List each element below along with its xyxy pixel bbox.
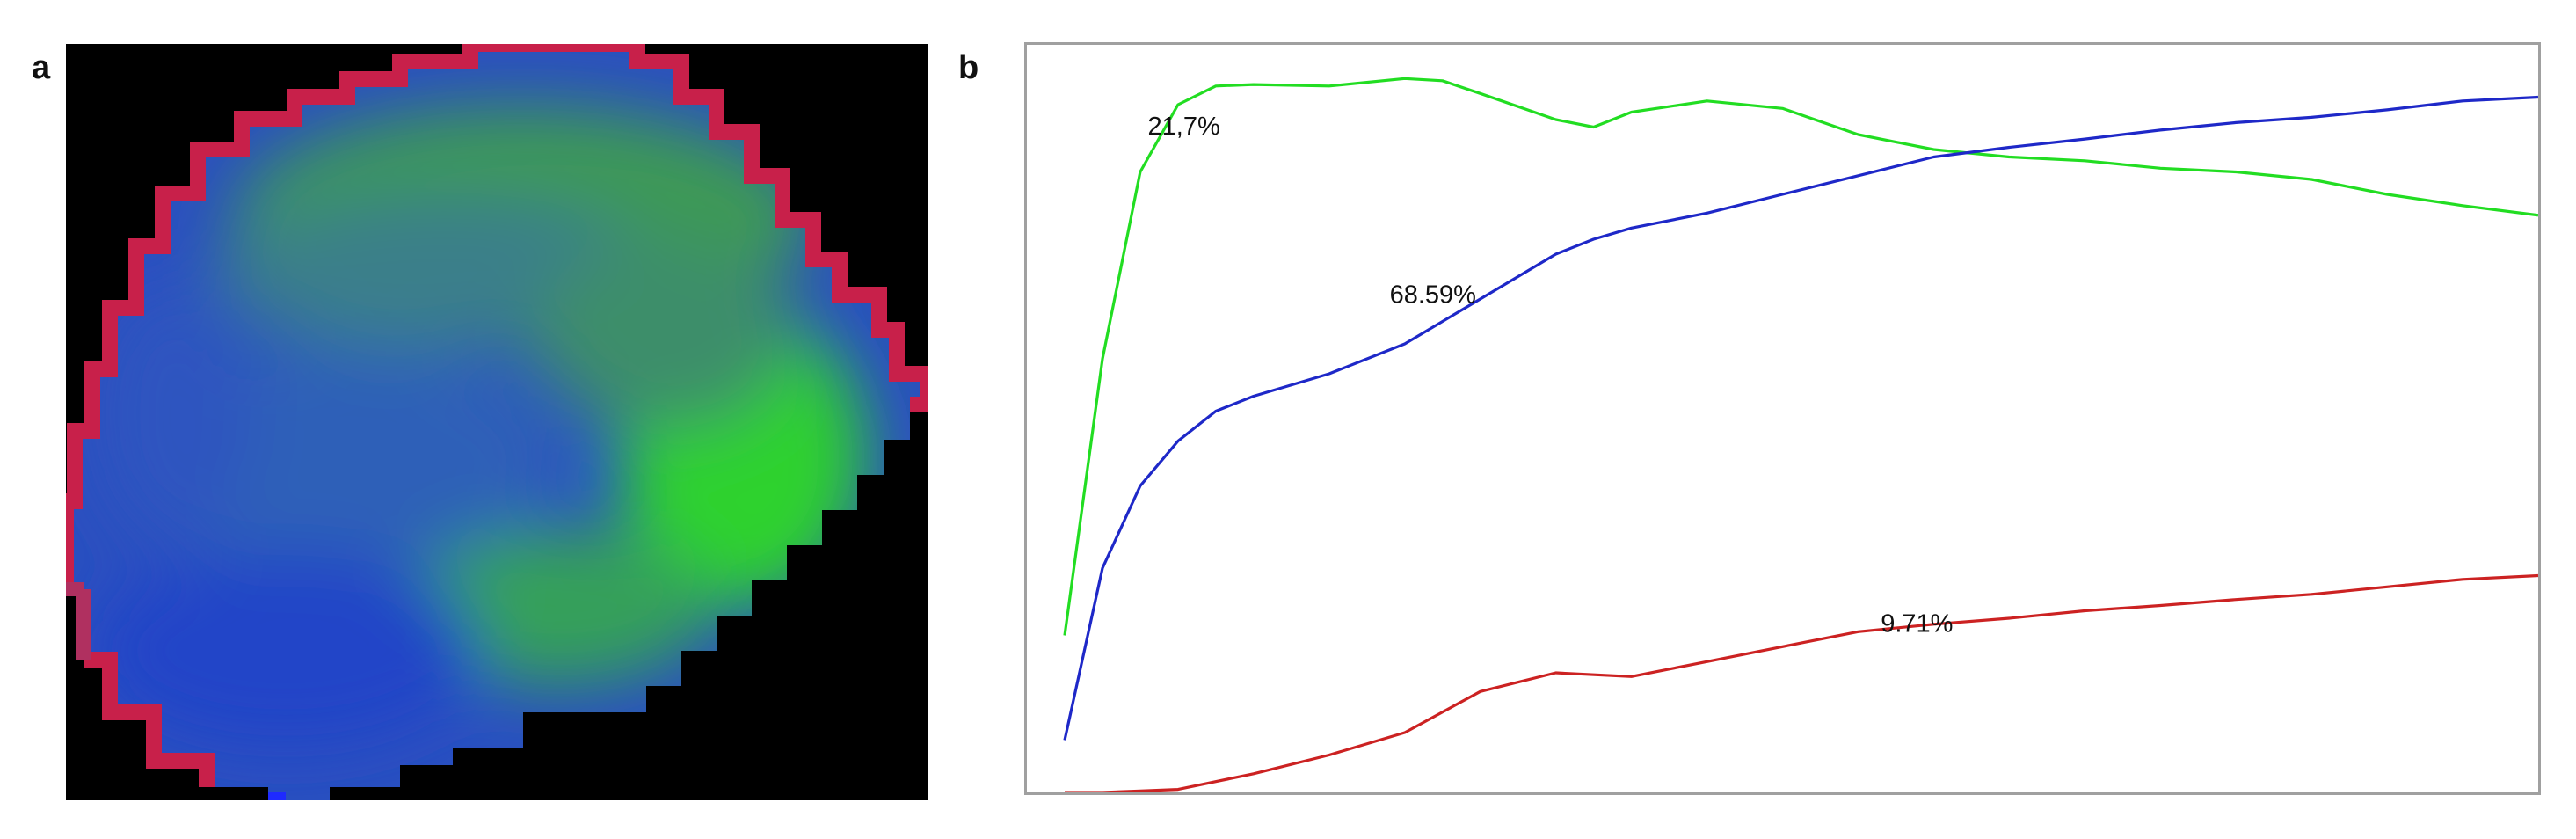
series-percent-label-0: 21,7%	[1148, 113, 1220, 141]
annotation-layer: 21,7% 68.59% 9.71%	[1148, 113, 1954, 638]
panel-label-a: a	[32, 49, 51, 86]
line-chart-panel: 21,7% 68.59% 9.71%	[1024, 42, 2541, 795]
series-line-0	[1063, 77, 2538, 636]
series-percent-label-1: 68.59%	[1390, 281, 1476, 309]
panel-label-b: b	[958, 49, 979, 86]
rgb-map-image	[66, 44, 928, 800]
series-line-2	[1065, 573, 2538, 792]
series-line-1	[1063, 95, 2538, 741]
series-layer	[1063, 77, 2538, 792]
line-chart: 21,7% 68.59% 9.71%	[1063, 77, 2538, 792]
rgb-parameter-map	[66, 44, 928, 800]
series-percent-label-2: 9.71%	[1881, 609, 1953, 638]
